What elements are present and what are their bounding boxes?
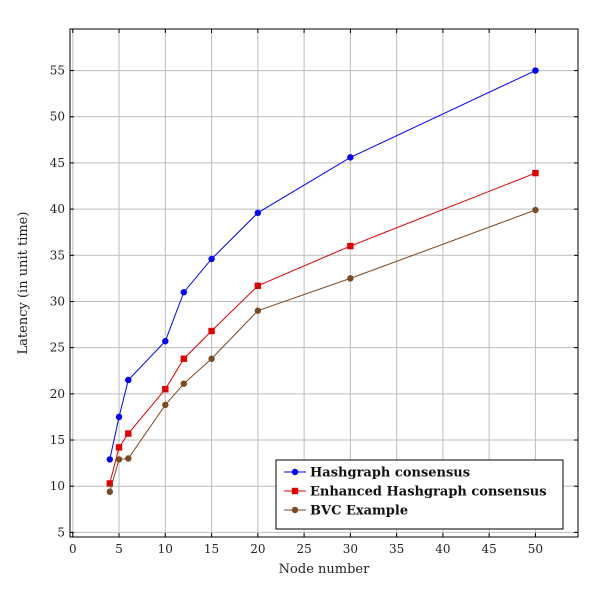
y-tick-label: 30 <box>50 294 65 308</box>
legend-entry: BVC Example <box>284 504 408 519</box>
x-axis-label: Node number <box>279 562 370 577</box>
data-point <box>254 307 262 314</box>
series-2 <box>106 169 539 487</box>
data-point <box>208 327 215 335</box>
data-point <box>208 355 215 362</box>
legend-marker <box>291 487 299 495</box>
data-point <box>106 456 113 463</box>
data-point <box>125 376 132 384</box>
legend-marker <box>291 468 299 476</box>
x-tick-label: 50 <box>528 542 543 556</box>
y-tick-label: 40 <box>50 202 65 216</box>
data-point <box>162 386 169 393</box>
x-tick-label: 15 <box>204 542 219 556</box>
series-line <box>109 172 536 484</box>
x-tick-label: 20 <box>250 542 265 556</box>
legend-label: Hashgraph consensus <box>310 466 470 481</box>
legend-marker <box>291 506 299 514</box>
data-point <box>180 289 188 296</box>
y-tick-label: 55 <box>50 64 65 78</box>
y-tick-label: 50 <box>50 110 65 124</box>
plot-frame <box>69 28 579 538</box>
legend-label: Enhanced Hashgraph consensus <box>310 485 547 500</box>
x-tick-label: 5 <box>115 542 123 556</box>
data-point <box>125 455 132 462</box>
y-tick-label: 5 <box>57 525 65 539</box>
legend: Hashgraph consensus Enhanced Hashgraph co… <box>275 459 564 530</box>
data-point <box>347 275 354 282</box>
data-point <box>115 413 123 421</box>
data-point <box>347 154 354 161</box>
data-point <box>125 430 132 437</box>
data-point <box>162 337 169 345</box>
axis-ticks: 0 5 10 15 20 25 30 35 40 45 5051015202530354045505… <box>50 29 578 556</box>
y-tick-label: 35 <box>50 248 65 262</box>
series-group <box>106 67 539 495</box>
y-tick-label: 25 <box>50 341 65 355</box>
data-point <box>106 488 113 495</box>
y-tick-label: 15 <box>50 433 65 447</box>
y-tick-label: 10 <box>50 479 65 493</box>
data-point <box>106 480 113 487</box>
y-axis-label: Latency (in unit time) <box>16 212 31 355</box>
y-tick-label: 20 <box>50 387 65 401</box>
legend-box <box>275 459 564 530</box>
data-point <box>162 401 169 409</box>
x-tick-label: 0 <box>69 542 77 556</box>
series-1 <box>106 67 539 463</box>
data-point <box>254 209 262 217</box>
data-point <box>180 380 188 387</box>
data-point <box>347 242 354 250</box>
legend-label: BVC Example <box>310 504 408 519</box>
x-tick-label: 10 <box>158 542 173 556</box>
data-point <box>180 355 188 362</box>
series-line <box>109 70 536 460</box>
x-tick-label: 30 <box>343 542 358 556</box>
x-tick-label: 25 <box>296 542 311 556</box>
legend-entry: Enhanced Hashgraph consensus <box>284 485 547 500</box>
x-tick-label: 40 <box>435 542 450 556</box>
data-point <box>532 206 539 214</box>
y-tick-label: 45 <box>50 156 65 170</box>
data-point <box>115 444 123 451</box>
series-line <box>109 209 536 492</box>
x-tick-label: 35 <box>389 542 404 556</box>
data-point <box>115 456 123 463</box>
x-tick-label: 45 <box>482 542 497 556</box>
legend-entry: Hashgraph consensus <box>284 466 470 481</box>
data-point <box>532 169 539 177</box>
data-point <box>532 67 539 74</box>
data-point <box>254 282 262 289</box>
series-3 <box>106 206 539 495</box>
data-point <box>208 255 215 263</box>
